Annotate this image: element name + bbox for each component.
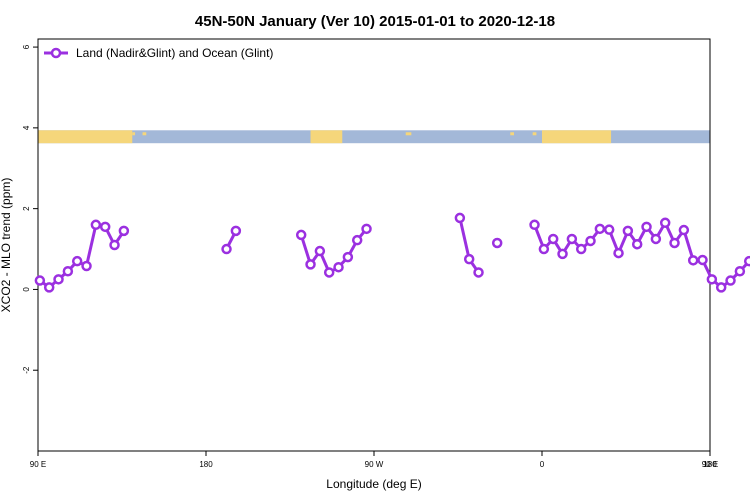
chart-title: 45N-50N January (Ver 10) 2015-01-01 to 2… [195,13,555,30]
data-point [295,229,307,241]
y-tick-label: 6 [22,44,31,49]
data-point [230,225,242,237]
data-point [715,282,727,293]
data-point [650,233,662,245]
x-tick-label: 90 E [702,460,718,469]
data-point [622,225,634,237]
land-segment [310,130,343,144]
x-tick-label: 180 [703,460,717,469]
data-point [594,223,606,235]
data-point [603,224,615,235]
data-point [62,266,74,277]
data-point [53,274,64,285]
data-point [71,255,83,267]
data-point [323,267,335,278]
legend-marker [50,47,62,59]
data-point [529,219,540,231]
land-island [510,132,514,136]
data-point [99,221,111,233]
data-point [333,261,344,273]
x-tick-label: 180 [199,460,213,469]
data-point [43,282,55,293]
data-point [118,225,130,237]
data-point [697,254,708,266]
data-point [687,255,699,266]
data-point [454,212,466,224]
data-point [631,238,643,250]
data-point [491,237,503,249]
data-point [678,224,690,236]
data-point [538,243,550,255]
data-point [473,267,484,278]
data-point [575,243,587,255]
data-point [547,233,559,245]
land-island [132,132,136,136]
data-point [613,247,624,259]
data-point [566,233,578,245]
data-point [221,243,232,255]
data-point [706,274,718,285]
data-point [34,275,46,286]
data-point [314,245,326,257]
data-point [669,237,680,249]
data-point [463,253,475,265]
x-tick-label: 90 E [30,460,46,469]
x-tick-label: 0 [540,460,545,469]
land-island [532,132,537,136]
data-point [734,266,746,277]
data-point [342,251,354,263]
land-segment [542,130,612,144]
landmask-strip [38,130,710,144]
legend-label: Land (Nadir&Glint) and Ocean (Glint) [76,46,273,60]
land-island [142,132,147,136]
land-segment [38,130,133,144]
data-point [725,275,736,286]
data-point [659,217,671,229]
x-tick-label: 90 W [365,460,384,469]
data-point [305,259,316,270]
y-tick-label: 4 [22,125,31,130]
data-point [351,234,363,246]
x-axis-label: Longitude (deg E) [326,477,421,491]
data-point [109,239,120,251]
y-tick-label: 2 [22,206,31,211]
data-point [641,221,652,233]
data-point [585,235,596,247]
data-point [361,223,372,235]
land-island [405,132,412,136]
data-point [90,219,102,231]
y-tick-label: -2 [22,366,31,374]
data-point [81,260,92,272]
legend: Land (Nadir&Glint) and Ocean (Glint) [44,46,273,60]
y-axis: -2 0 2 4 6 [22,44,38,374]
data-point [743,255,750,267]
series-group [34,212,750,293]
y-tick-label: 0 [22,287,31,292]
y-axis-label: XCO2 - MLO trend (ppm) [0,178,13,313]
data-point [557,248,568,260]
series-line [39,223,126,289]
